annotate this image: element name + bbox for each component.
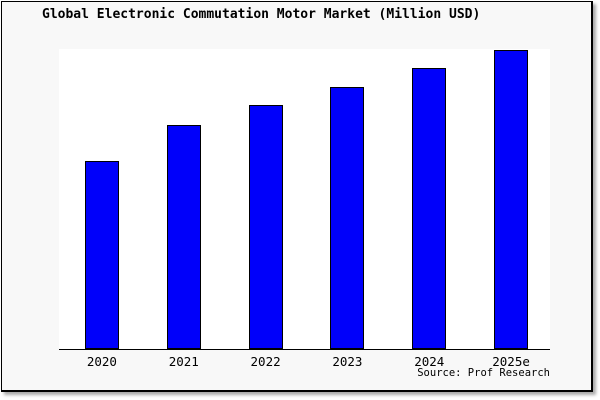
x-tick-label-2025e: 2025e [492,354,530,369]
x-axis-labels: 2020 2021 2022 2023 2024 2025e [59,354,550,370]
chart-frame: Global Electronic Commutation Motor Mark… [1,1,593,392]
source-credit: Source: Prof Research [417,367,550,379]
x-tick-label-2023: 2023 [332,354,363,369]
x-tick-label-2021: 2021 [168,354,199,369]
bar-2024 [412,68,447,349]
bar-2020 [84,161,119,349]
bar-2022 [248,105,283,349]
x-tick-label-2020: 2020 [86,354,117,369]
x-tick-label-2024: 2024 [414,354,445,369]
bar-2025e [494,50,529,349]
bar-2021 [166,125,201,349]
chart-title: Global Electronic Commutation Motor Mark… [42,7,481,22]
x-tick-label-2022: 2022 [250,354,281,369]
bar-2023 [330,87,365,349]
plot-area [59,49,550,350]
